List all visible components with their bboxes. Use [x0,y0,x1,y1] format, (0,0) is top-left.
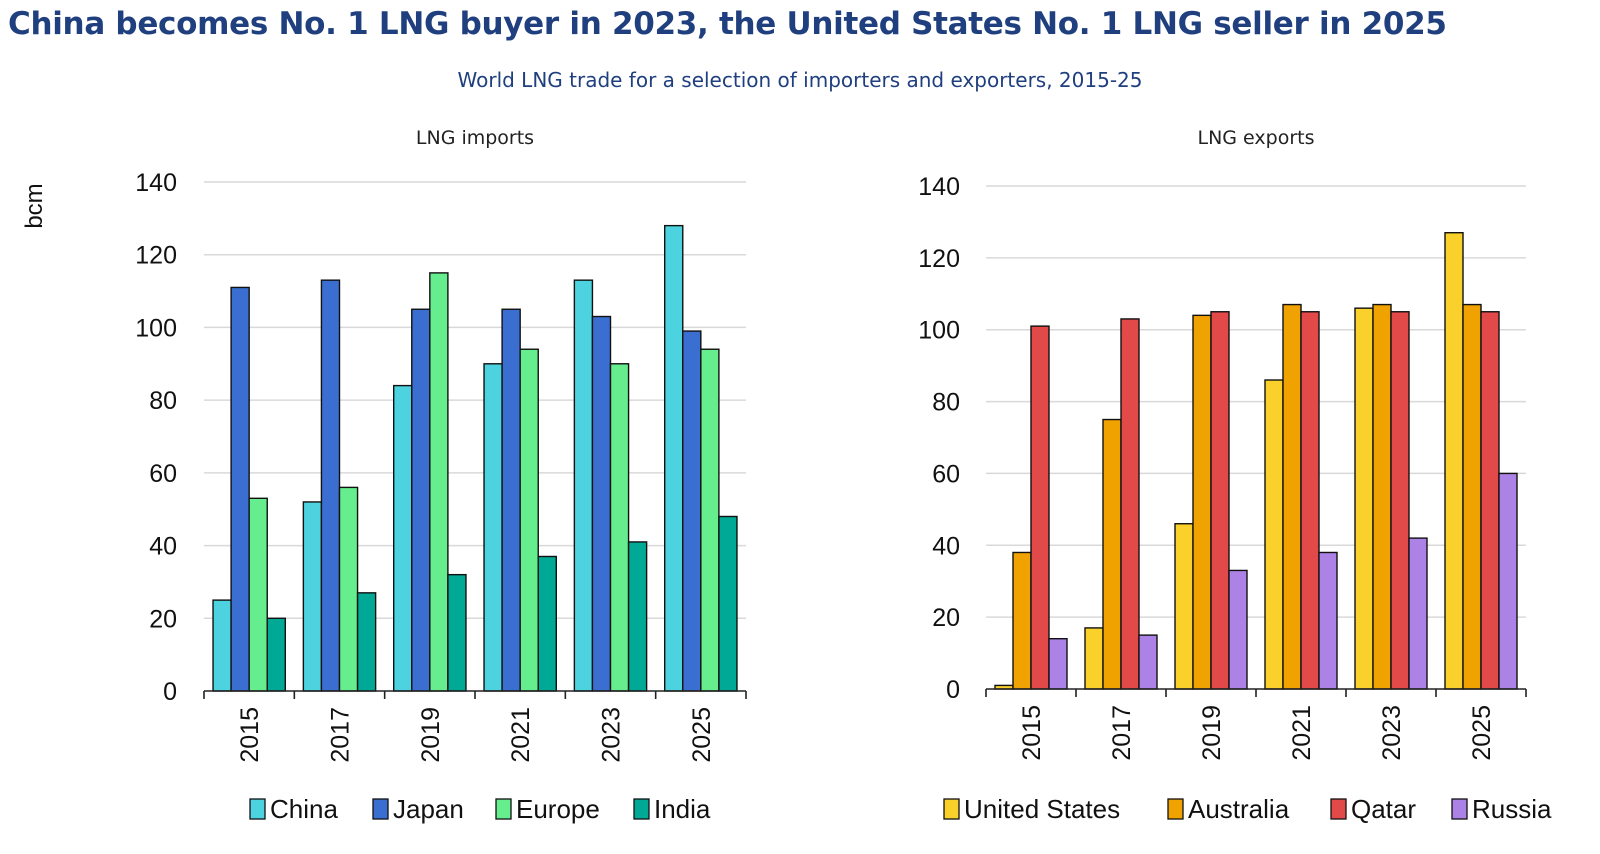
bar-qatar-2021 [1300,311,1320,690]
bar-india-2021 [537,555,558,692]
bar-japan-2015 [230,286,250,692]
y-tick-label: 80 [932,389,960,417]
y-tick-label: 100 [135,314,177,342]
bar-china-2019 [393,384,413,692]
legend-swatch-russia [1451,798,1468,820]
x-tick-label: 2023 [1378,705,1406,761]
x-tick-label: 2025 [1468,705,1496,761]
page-subtitle: World LNG trade for a selection of impor… [457,68,1143,92]
x-tick-label: 2025 [688,707,716,763]
bar-japan-2017 [320,279,341,692]
bar-united-states-2017 [1084,627,1104,690]
y-tick-label: 140 [135,169,177,197]
bar-russia-2015 [1048,638,1068,690]
bar-qatar-2017 [1120,318,1140,690]
x-tick-label: 2015 [236,707,264,763]
bar-russia-2021 [1318,551,1338,690]
y-tick-label: 80 [149,387,177,415]
bar-india-2025 [718,515,738,692]
bar-india-2019 [447,573,467,692]
bar-china-2023 [573,279,594,692]
legend-swatch-europe [495,798,512,820]
bar-japan-2021 [501,308,521,692]
x-tick-label: 2019 [1198,705,1226,761]
bar-china-2015 [212,599,232,692]
bar-australia-2015 [1012,551,1032,690]
bar-russia-2019 [1228,569,1248,690]
y-axis-unit: bcm [21,183,48,228]
legend-swatch-qatar [1330,798,1347,820]
bar-russia-2017 [1138,634,1158,690]
bar-india-2015 [266,617,287,692]
bar-india-2023 [627,541,648,692]
bar-europe-2019 [429,272,449,692]
bar-japan-2019 [411,308,431,692]
bar-europe-2017 [338,486,359,692]
x-tick-label: 2017 [1108,705,1136,761]
bar-qatar-2025 [1480,311,1500,690]
legend-label-japan: Japan [393,794,464,824]
bar-australia-2017 [1102,418,1122,690]
y-tick-label: 20 [932,604,960,632]
y-tick-label: 120 [135,242,177,270]
bar-united-states-2025 [1444,232,1464,690]
bar-india-2017 [356,592,377,692]
legend-label-russia: Russia [1472,794,1552,824]
bar-australia-2023 [1372,303,1392,690]
y-tick-label: 60 [932,460,960,488]
bar-qatar-2019 [1210,311,1230,690]
x-tick-label: 2021 [507,707,535,763]
x-tick-label: 2017 [327,707,355,763]
bar-china-2021 [483,363,503,692]
y-tick-label: 100 [918,317,960,345]
legend-label-india: India [654,794,711,824]
bar-europe-2025 [700,348,720,692]
y-tick-label: 120 [918,245,960,273]
x-tick-label: 2015 [1018,705,1046,761]
legend-label-qatar: Qatar [1351,794,1416,824]
bar-japan-2025 [682,330,702,692]
legend-swatch-japan [372,798,389,820]
legend-swatch-india [633,798,650,820]
page-title: China becomes No. 1 LNG buyer in 2023, t… [8,6,1447,42]
y-tick-label: 0 [163,678,177,706]
legend-swatch-china [249,798,266,820]
panel-title-1: LNG imports [416,127,534,149]
y-tick-label: 20 [149,605,177,633]
bar-australia-2019 [1192,314,1212,690]
bar-russia-2025 [1498,472,1518,690]
bar-japan-2023 [591,315,612,692]
bar-united-states-2019 [1174,523,1194,690]
bar-qatar-2023 [1390,311,1410,690]
x-tick-label: 2023 [598,707,626,763]
y-tick-label: 0 [946,676,960,704]
legend-label-europe: Europe [516,794,600,824]
bar-europe-2021 [519,348,539,692]
bar-united-states-2021 [1264,379,1284,690]
y-tick-label: 60 [149,460,177,488]
bar-china-2025 [664,224,684,692]
bar-australia-2025 [1462,303,1482,690]
bar-united-states-2023 [1354,307,1374,690]
y-tick-label: 40 [149,533,177,561]
x-tick-label: 2019 [417,707,445,763]
bar-qatar-2015 [1030,325,1050,690]
legend-label-china: China [270,794,338,824]
legend-swatch-australia [1167,798,1184,820]
legend-label-united-states: United States [964,794,1120,824]
x-tick-label: 2021 [1288,705,1316,761]
legend-label-australia: Australia [1188,794,1290,824]
bar-europe-2023 [609,363,630,692]
bar-australia-2021 [1282,303,1302,690]
y-tick-label: 140 [918,173,960,201]
bar-russia-2023 [1408,537,1428,690]
y-tick-label: 40 [932,532,960,560]
legend-swatch-united-states [943,798,960,820]
bar-europe-2015 [248,497,268,692]
bar-china-2017 [302,501,323,692]
panel-title-2: LNG exports [1197,127,1314,149]
